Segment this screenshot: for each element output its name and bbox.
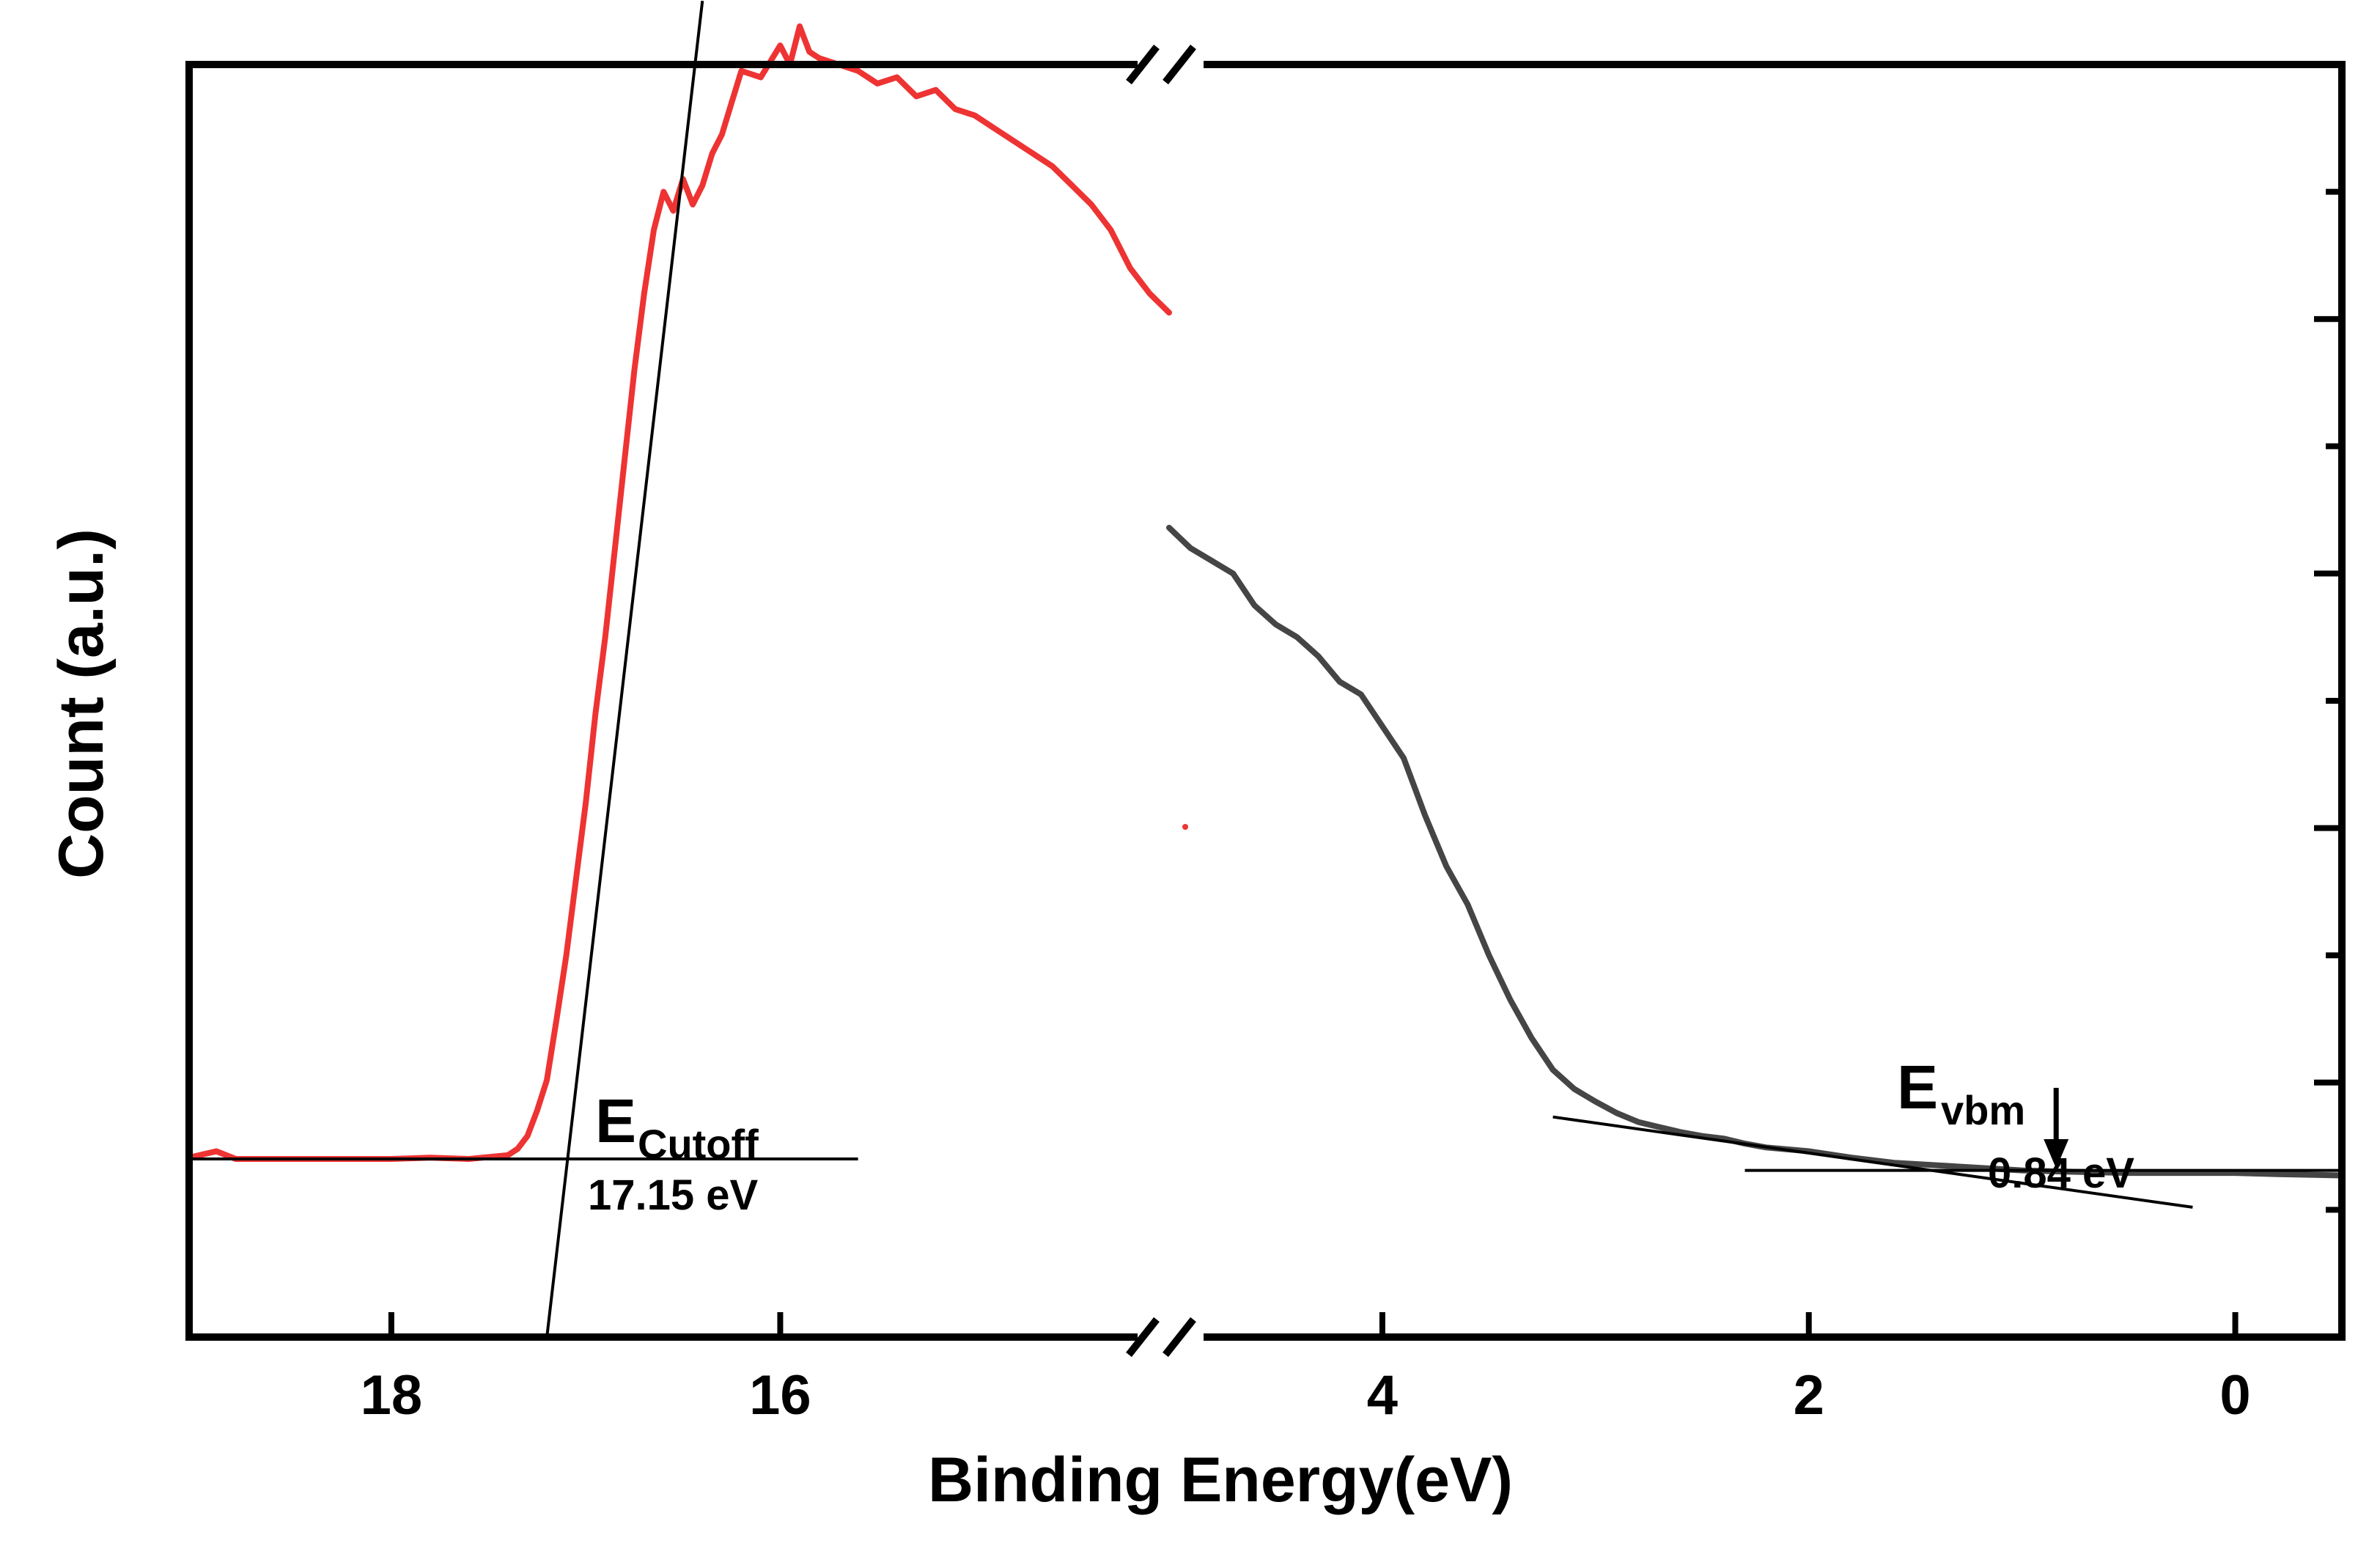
x-tick-label-4: 4 [1367, 1364, 1398, 1427]
series-line-valence [1166, 524, 2345, 1179]
axis-ticks: 18 16 4 2 0 [361, 188, 2342, 1427]
cutoff-subscript: Cutoff [638, 1121, 759, 1167]
x-tick-label-0: 0 [2219, 1364, 2250, 1427]
axis-break-bottom [1126, 1317, 1204, 1358]
vbm-value: 0.84 eV [1988, 1149, 2134, 1197]
y-axis-title: Count (a.u.) [46, 529, 117, 879]
x-axis-title: Binding Energy(eV) [928, 1445, 1513, 1515]
plot-frame [185, 61, 2346, 1341]
cutoff-symbol: E [595, 1086, 636, 1155]
cutoff-value: 17.15 eV [588, 1171, 759, 1219]
axis-break-top [1126, 44, 1204, 85]
fit-line-1 [545, 0, 704, 1338]
fit-line-3 [1552, 1115, 2193, 1209]
vbm-arrow-head [2044, 1138, 2069, 1168]
vbm-subscript: vbm [1941, 1087, 2025, 1133]
series-line-cutoff [186, 23, 1172, 1162]
vbm-symbol: E [1897, 1053, 1938, 1122]
stray-data-point [1182, 824, 1188, 830]
vbm-annotation: E vbm 0.84 eV [1897, 1053, 2134, 1197]
vbm-arrow [2044, 1087, 2069, 1168]
cutoff-annotation: E Cutoff 17.15 eV [588, 1086, 759, 1219]
x-tick-label-18: 18 [361, 1364, 423, 1427]
x-tick-label-2: 2 [1794, 1364, 1824, 1427]
plot-area [186, 0, 2345, 1338]
x-tick-label-16: 16 [749, 1364, 811, 1427]
